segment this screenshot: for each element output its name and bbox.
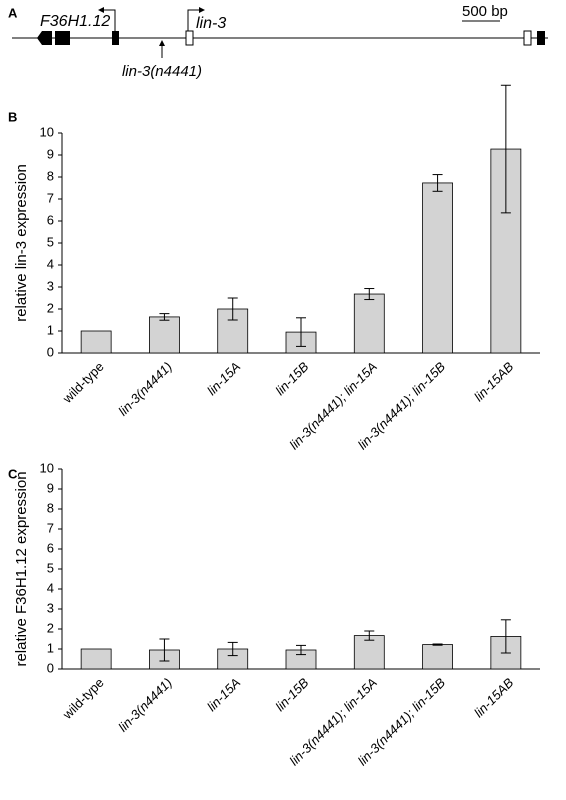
x-tick-label: wild-type [59,359,107,407]
y-tick-label: 8 [47,500,54,515]
y-tick-label: 2 [47,620,54,635]
exon [112,31,119,45]
bar [422,644,453,670]
bar [353,293,385,354]
y-tick-label: 1 [47,322,54,337]
y-tick-label: 6 [47,212,54,227]
y-tick-label: 4 [47,256,54,271]
y-tick-label: 0 [47,660,54,675]
x-tick-label: wild-type [59,675,107,723]
panel-label: A [8,5,18,20]
y-tick-label: 3 [47,600,54,615]
tss-arrow [100,9,116,31]
arrow-head [199,7,205,13]
bar [149,316,180,354]
gene-label: lin-3 [196,15,226,32]
x-tick-label: lin-3(n4441) [115,675,175,735]
y-tick-label: 10 [40,460,54,475]
x-tick-label: lin-15AB [471,359,517,405]
allele-label: lin-3(n4441) [122,63,202,80]
y-tick-label: 7 [47,190,54,205]
y-tick-label: 0 [47,344,54,359]
x-tick-label: lin-15A [204,359,243,398]
scale-label: 500 bp [462,3,508,20]
y-tick-label: 9 [47,146,54,161]
x-tick-label: lin-3(n4441) [115,359,175,419]
y-tick-label: 4 [47,580,54,595]
y-tick-label: 1 [47,640,54,655]
y-tick-label: 5 [47,560,54,575]
y-tick-label: 6 [47,540,54,555]
exon [537,31,545,45]
bar [422,182,453,354]
x-tick-label: lin-15B [272,359,311,398]
y-tick-label: 5 [47,234,54,249]
exon [185,30,194,46]
gene-diagram: A F36H1.12 lin-3 lin-3(n4441) 500 bp [8,3,548,80]
y-tick-label: 3 [47,278,54,293]
y-tick-label: 9 [47,480,54,495]
bar [80,330,112,354]
y-axis-label: relative F36H1.12 expression [13,471,30,666]
panel-label: B [8,109,17,124]
arrow-head [159,40,165,46]
gene-label: F36H1.12 [40,13,110,30]
tss-arrow [187,9,203,31]
y-tick-label: 10 [40,124,54,139]
y-tick-label: 8 [47,168,54,183]
x-tick-label: lin-15B [272,675,311,714]
y-axis-label: relative lin-3 expression [13,164,30,322]
exon [55,31,70,45]
y-tick-label: 7 [47,520,54,535]
y-tick-label: 2 [47,300,54,315]
x-tick-label: lin-15A [204,675,243,714]
bar [80,648,112,670]
exon [523,30,532,46]
exon [37,31,52,45]
panel-label: C [8,466,18,481]
x-tick-label: lin-15AB [471,675,517,721]
arrow-head [98,7,104,13]
